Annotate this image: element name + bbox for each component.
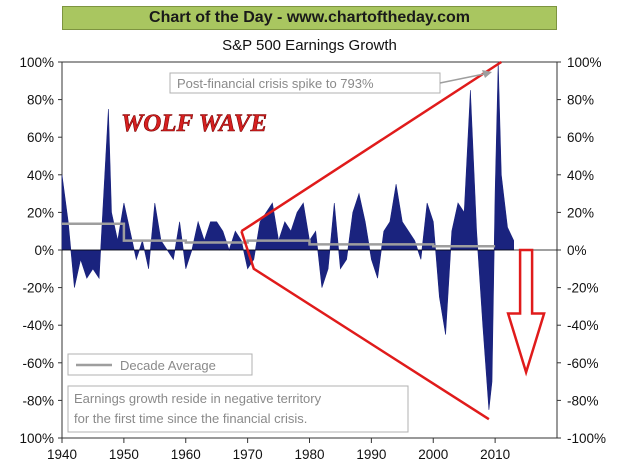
decade-average-line <box>62 222 496 248</box>
y-tick-label-right: 0% <box>567 243 587 258</box>
y-tick-label-left: 80% <box>27 93 54 108</box>
wolf-wave-upper-line <box>240 60 502 233</box>
note-line-1: Earnings growth reside in negative terri… <box>74 391 322 406</box>
y-tick-label-left: -20% <box>22 281 54 296</box>
y-tick-label-right: 60% <box>567 130 594 145</box>
y-tick-label-left: 0% <box>34 243 54 258</box>
y-tick-label-left: 100% <box>19 55 54 70</box>
y-tick-label-left: 40% <box>27 168 54 183</box>
note-line-2: for the first time since the financial c… <box>74 411 307 426</box>
x-tick-label: 1980 <box>294 447 324 462</box>
x-tick-label: 1970 <box>233 447 263 462</box>
y-tick-label-right: 40% <box>567 168 594 183</box>
earnings-growth-area <box>61 61 514 410</box>
y-tick-label-right: -80% <box>567 393 599 408</box>
spike-pointer-line <box>439 73 485 84</box>
y-tick-label-right: 20% <box>567 205 594 220</box>
x-tick-label: 1950 <box>109 447 139 462</box>
y-tick-label-left: -60% <box>22 356 54 371</box>
legend-box <box>67 353 253 376</box>
wolf-wave-lower-line <box>240 230 490 421</box>
x-tick-label: 1940 <box>47 447 77 462</box>
y-tick-label-left: -40% <box>22 318 54 333</box>
x-tick-label: 1990 <box>356 447 386 462</box>
spike-pointer-arrowhead <box>482 70 492 78</box>
forecast-down-arrow <box>506 248 546 377</box>
y-tick-label-right: -40% <box>567 318 599 333</box>
chart-banner: Chart of the Day - www.chartoftheday.com <box>62 6 557 30</box>
spike-annotation: Post-financial crisis spike to 793% <box>177 76 374 91</box>
y-tick-label-right: -20% <box>567 281 599 296</box>
x-tick-label: 2000 <box>418 447 448 462</box>
wolf-wave-label: WOLF WAVE <box>121 110 267 137</box>
y-tick-label-left: 100% <box>19 431 54 446</box>
x-tick-label: 1960 <box>171 447 201 462</box>
y-tick-label-right: 80% <box>567 93 594 108</box>
y-tick-label-right: 100% <box>567 55 602 70</box>
y-tick-label-left: -80% <box>22 393 54 408</box>
y-tick-label-left: 20% <box>27 205 54 220</box>
x-tick-label: 2010 <box>480 447 510 462</box>
legend-label-decade-average: Decade Average <box>120 358 216 373</box>
chart-title: S&P 500 Earnings Growth <box>222 37 397 54</box>
y-tick-label-right: -100% <box>567 431 606 446</box>
note-box <box>67 385 409 433</box>
y-tick-label-left: 60% <box>27 130 54 145</box>
y-tick-label-right: -60% <box>567 356 599 371</box>
